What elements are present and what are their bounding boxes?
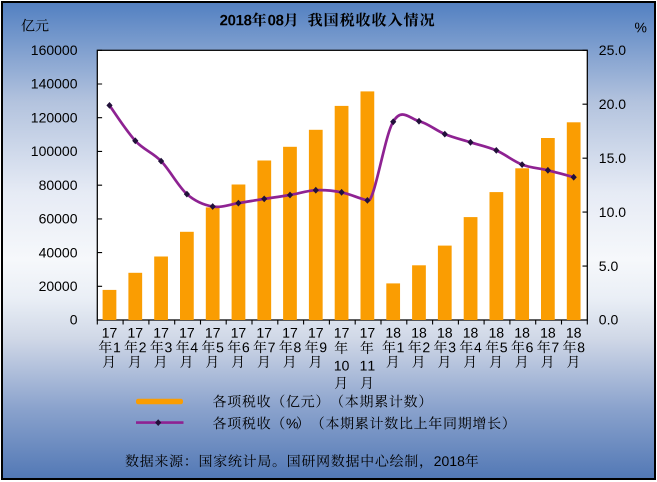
svg-text:40000: 40000 [39,244,78,260]
svg-text:5.0: 5.0 [599,258,619,274]
svg-text:15.0: 15.0 [599,150,626,166]
svg-text:160000: 160000 [31,42,78,58]
svg-text:120000: 120000 [31,109,78,125]
svg-text:25.0: 25.0 [599,42,626,58]
svg-text:80000: 80000 [39,177,78,193]
svg-text:20.0: 20.0 [599,96,626,112]
svg-text:0: 0 [70,312,78,328]
svg-text:0.0: 0.0 [599,312,619,328]
svg-text:140000: 140000 [31,76,78,92]
svg-text:60000: 60000 [39,211,78,227]
svg-text:10.0: 10.0 [599,204,626,220]
svg-text:100000: 100000 [31,143,78,159]
svg-text:20000: 20000 [39,278,78,294]
